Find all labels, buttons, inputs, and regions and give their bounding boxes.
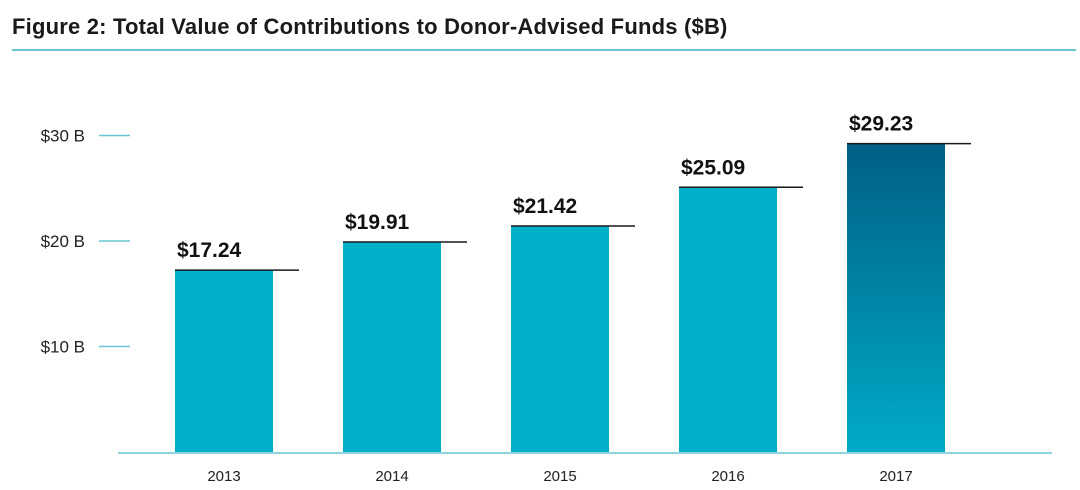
x-tick-label: 2017	[879, 468, 912, 485]
chart-title: Figure 2: Total Value of Contributions t…	[12, 14, 728, 39]
bar	[679, 187, 777, 452]
data-label: $25.09	[681, 156, 745, 179]
x-tick-label: 2016	[711, 468, 744, 485]
y-tick-label: $30 B	[41, 127, 85, 146]
x-tick-label: 2013	[207, 468, 240, 485]
x-tick-label: 2014	[375, 468, 408, 485]
y-tick-label: $20 B	[41, 232, 85, 251]
y-axis: $10 B $20 B $30 B	[41, 127, 130, 357]
bars	[175, 143, 945, 452]
bar	[847, 143, 945, 452]
x-axis: 2013 2014 2015 2016 2017	[118, 452, 1052, 485]
bar	[343, 241, 441, 452]
x-tick-label: 2015	[543, 468, 576, 485]
data-label: $17.24	[177, 239, 242, 262]
y-tick-label: $10 B	[41, 338, 85, 357]
data-label: $29.23	[849, 113, 913, 136]
bar	[175, 270, 273, 452]
data-label: $21.42	[513, 195, 577, 218]
title-underline	[12, 49, 1076, 51]
bar	[511, 226, 609, 452]
data-labels: $17.24 $19.91 $21.42 $25.09 $29.23	[175, 113, 971, 271]
data-label: $19.91	[345, 211, 410, 234]
